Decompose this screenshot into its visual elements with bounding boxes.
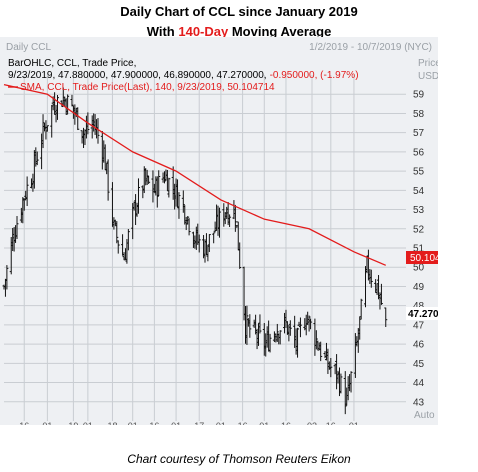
ohlc-bars-layer (2, 87, 388, 415)
x-day-tick-label: 03 (307, 421, 317, 425)
sma-price-tag (406, 251, 438, 264)
ohlc-legend-values: 9/23/2019, 47.880000, 47.900000, 46.8900… (8, 70, 359, 81)
ohlc-legend-title: BarOHLC, CCL, Trade Price, (8, 58, 136, 69)
x-day-tick-label: 01 (42, 421, 52, 425)
x-day-tick-label: 16 (238, 421, 248, 425)
last-price-tag-text: 47.270000 (408, 309, 438, 320)
y-axis-layer: 43 44 45 46 47 48 49 50 51 52 53 54 55 56 57 58 59 (413, 90, 425, 409)
x-day-tick-label: 01 (171, 421, 181, 425)
y-tick-label: 58 (413, 109, 425, 120)
x-day-tick-label: 17 (194, 421, 204, 425)
currency-label: USD (418, 71, 438, 82)
date-range-label: 1/2/2019 - 10/7/2019 (NYC) (309, 42, 432, 53)
y-tick-label: 44 (413, 378, 425, 389)
x-day-tick-label: 01 (349, 421, 359, 425)
x-day-tick-label: 01 (259, 421, 269, 425)
chart-title: Daily Chart of CCL since January 2019 (120, 4, 358, 19)
subtitle-suffix: Moving Average (228, 24, 332, 39)
sma-140-line (3, 83, 387, 266)
x-day-tick-label: 16 (326, 421, 336, 425)
subtitle-prefix: With (146, 24, 179, 39)
x-day-tick-label: 19 (68, 421, 78, 425)
sma-layer (3, 83, 387, 266)
y-tick-label: 56 (413, 147, 425, 158)
y-tick-label: 50 (413, 263, 425, 274)
y-tick-label: 51 (413, 244, 425, 255)
sma-price-tag-text: 50.104714 (410, 253, 438, 264)
subtitle-highlight: 140-Day (178, 24, 229, 39)
y-tick-label: 52 (413, 224, 425, 235)
x-day-tick-label: 16 (281, 421, 291, 425)
x-day-tick-label: 01 (216, 421, 226, 425)
instrument-label: Daily CCL (6, 42, 51, 53)
ohlc-legend-change: -0.950000, (-1.97%) (270, 70, 359, 81)
y-tick-label: 49 (413, 282, 425, 293)
y-tick-label: 57 (413, 128, 425, 139)
last-price-tag (406, 307, 438, 320)
chart-svg[interactable]: 43 44 45 46 47 48 49 50 51 52 53 54 55 56 57 58 59 16 01 1… (0, 37, 438, 425)
x-axis-layer: 16011901180116011701160116031601Q1 2019Q… (19, 421, 359, 425)
sma-legend-text: SMA, CCL, Trade Price(Last), 140, 9/23/2… (20, 82, 275, 93)
x-day-tick-label: 01 (83, 421, 93, 425)
price-axis-title: Price (418, 58, 438, 69)
y-tick-label: 47 (413, 320, 425, 331)
y-tick-label: 48 (413, 301, 425, 312)
y-tick-label: 46 (413, 340, 425, 351)
y-tick-label: 54 (413, 186, 425, 197)
y-tick-label: 53 (413, 205, 425, 216)
chart-panel[interactable]: 43 44 45 46 47 48 49 50 51 52 53 54 55 56 57 58 59 16 01 1… (0, 37, 438, 425)
y-tick-label: 59 (413, 90, 425, 101)
x-day-tick-label: 18 (107, 421, 117, 425)
y-tick-label: 43 (413, 397, 425, 408)
x-day-tick-label: 16 (19, 421, 29, 425)
ohlc-legend-values-text: 9/23/2019, 47.880000, 47.900000, 46.8900… (8, 70, 267, 81)
x-day-tick-label: 01 (128, 421, 138, 425)
auto-scale-label[interactable]: Auto (414, 410, 435, 421)
x-day-tick-label: 16 (149, 421, 159, 425)
chart-subtitle: With 140-Day Moving Average (0, 24, 478, 39)
y-tick-label: 45 (413, 359, 425, 370)
chart-caption: Chart courtesy of Thomson Reuters Eikon (127, 452, 351, 466)
y-tick-label: 55 (413, 167, 425, 178)
